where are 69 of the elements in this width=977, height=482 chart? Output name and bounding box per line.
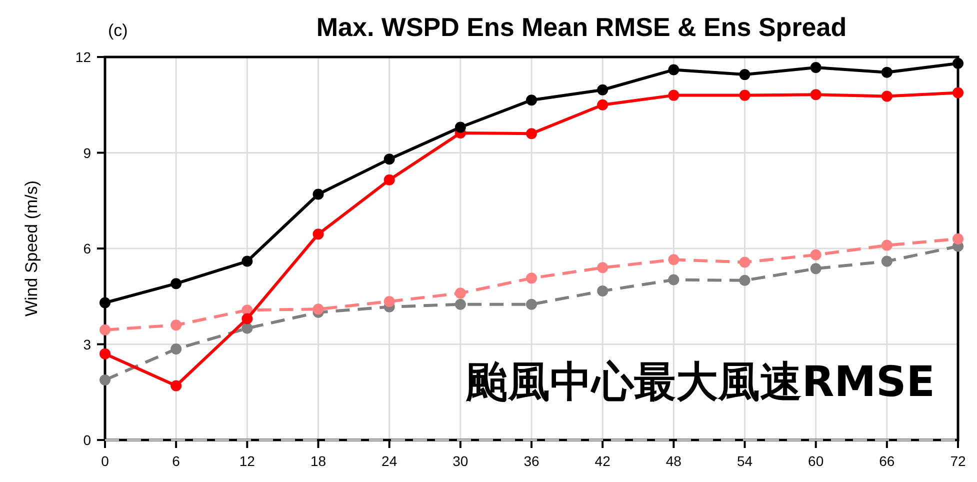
y-tick-label: 9 [83,144,92,161]
x-tick-label: 48 [666,453,682,469]
point [810,89,822,100]
point [384,174,395,186]
x-tick-label: 54 [736,453,753,469]
y-tick-label: 6 [83,240,92,256]
point [881,66,892,78]
point [952,87,964,98]
point [312,228,324,240]
point [597,262,608,274]
point [384,296,395,307]
point [384,154,395,165]
y-tick-label: 0 [83,432,92,448]
x-tick-label: 24 [382,453,398,469]
point [881,256,892,267]
x-tick-label: 30 [452,453,468,469]
x-tick-label: 72 [950,453,966,469]
x-tick-label: 42 [594,453,611,469]
y-axis-title: Wind Speed (m/s) [22,180,41,317]
x-tick-label: 66 [879,453,895,469]
point [881,90,892,102]
point [952,233,964,244]
point [170,380,182,392]
point [100,297,110,308]
point [739,90,750,101]
point [668,254,680,266]
point [739,256,750,268]
point [312,188,324,200]
point [242,322,253,334]
x-tick-label: 60 [808,453,824,469]
point [312,304,324,315]
point [597,84,608,96]
point [739,69,750,80]
point [454,122,466,133]
point [526,128,537,140]
annotation: 颱風中心最大風速RMSE [464,357,935,406]
x-tick-label: 0 [101,453,110,469]
x-tick-label: 12 [239,453,256,469]
x-tick-label: 6 [172,453,180,469]
point [100,324,110,336]
point [526,94,537,106]
y-tick-label: 12 [75,49,92,65]
point [100,374,110,386]
point [668,64,680,76]
point [881,240,892,251]
point [242,256,253,267]
point [668,90,680,101]
point [242,313,253,324]
point [526,298,537,310]
point [739,274,750,286]
x-tick-label: 18 [310,453,326,469]
point [170,320,182,331]
point [597,285,608,296]
text: (c) [108,21,128,40]
y-tick-label: 3 [83,336,92,352]
point [810,263,822,274]
point [597,99,608,110]
point [668,274,680,286]
point [170,278,182,290]
point [952,58,964,69]
point [526,272,537,284]
chart-title: Max. WSPD Ens Mean RMSE & Ens Spread [316,12,847,42]
point [810,249,822,260]
point [100,348,110,360]
point [454,288,466,299]
x-tick-label: 36 [524,453,540,469]
point [454,298,466,310]
point [810,62,822,74]
point [170,344,182,355]
